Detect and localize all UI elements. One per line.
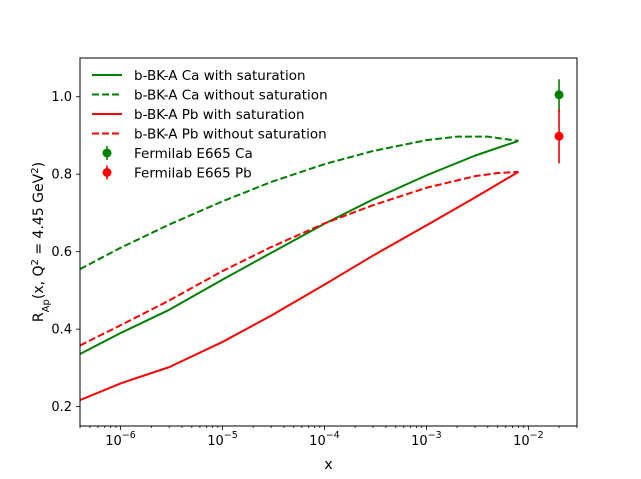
point-marker — [554, 131, 564, 141]
data-point-fermilab-e665-pb — [554, 109, 564, 164]
legend-entry-b-bk-a-pb-without-saturation: b-BK-A Pb without saturation — [92, 127, 327, 143]
y-label-sup2: 2 — [30, 167, 41, 173]
y-axis-ticks: 0.2 0.4 0.6 0.8 1.0 — [51, 90, 80, 415]
legend-label: Fermilab E665 Ca — [134, 146, 253, 162]
legend-label: Fermilab E665 Pb — [134, 166, 252, 182]
legend-marker — [102, 148, 112, 158]
legend: b-BK-A Ca with saturation b-BK-A Ca witho… — [92, 68, 328, 182]
legend-label: b-BK-A Pb without saturation — [134, 127, 327, 143]
x-axis-label: x — [324, 457, 332, 473]
legend-marker — [102, 168, 112, 177]
plot-frame — [79, 57, 578, 427]
series-line-b-bk-a-pb-without-saturation — [80, 170, 519, 347]
y-tick-label: 1.0 — [51, 90, 72, 105]
legend-label: b-BK-A Ca with saturation — [134, 68, 306, 84]
legend-label: b-BK-A Pb with saturation — [134, 107, 305, 123]
y-tick-label: 0.2 — [51, 400, 72, 415]
y-tick-label: 0.4 — [51, 323, 72, 338]
y-label-main: R — [31, 312, 47, 322]
x-tick-label: 10−4 — [309, 430, 340, 449]
legend-entry-b-bk-a-ca-without-saturation: b-BK-A Ca without saturation — [92, 88, 328, 104]
y-label-subscript: Ap — [41, 299, 52, 312]
curves-layer — [80, 135, 519, 401]
y-label-end: ) — [31, 162, 47, 167]
y-tick-label: 0.8 — [51, 168, 72, 183]
point-marker — [554, 90, 564, 100]
legend-entry-b-bk-a-ca-with-saturation: b-BK-A Ca with saturation — [92, 68, 306, 84]
data-point-fermilab-e665-ca — [554, 79, 564, 113]
x-tick-label: 10−5 — [207, 430, 238, 449]
y-label-sup1: 2 — [30, 259, 41, 265]
y-label-mid2: = 4.45 GeV — [31, 173, 47, 259]
y-axis-label: RAp(x, Q2 = 4.45 GeV2) — [30, 162, 52, 322]
x-tick-label: 10−2 — [513, 430, 544, 449]
series-line-b-bk-a-ca-without-saturation — [80, 135, 519, 271]
y-tick-label: 0.6 — [51, 245, 72, 260]
legend-entry-b-bk-a-pb-with-saturation: b-BK-A Pb with saturation — [92, 107, 305, 123]
legend-entry-fermilab-e665-ca: Fermilab E665 Ca — [102, 146, 253, 162]
x-tick-label: 10−3 — [411, 430, 442, 449]
y-label-mid: (x, Q — [31, 265, 47, 299]
legend-entry-fermilab-e665-pb: Fermilab E665 Pb — [102, 165, 252, 182]
data-points-layer — [554, 79, 564, 164]
series-line-b-bk-a-ca-with-saturation — [80, 139, 519, 355]
x-tick-label: 10−6 — [105, 430, 136, 449]
legend-label: b-BK-A Ca without saturation — [134, 88, 328, 104]
x-axis-ticks: 10−6 10−5 10−4 10−3 10−2 — [79, 426, 578, 449]
series-line-b-bk-a-pb-with-saturation — [80, 171, 519, 401]
